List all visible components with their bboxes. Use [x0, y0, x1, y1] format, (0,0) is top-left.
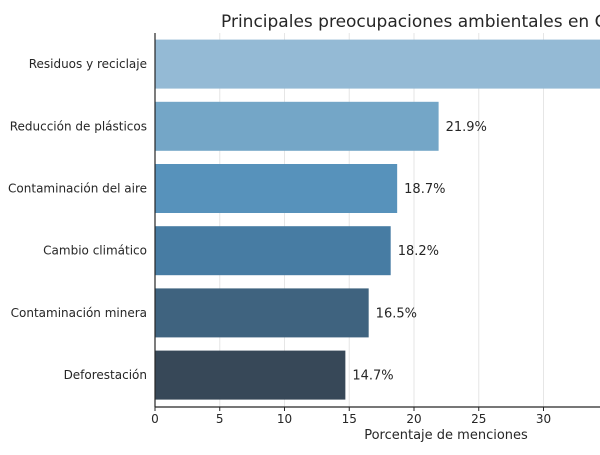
x-ticks: 0 5 10 15 20 25 30 — [151, 407, 551, 426]
bars — [155, 39, 600, 400]
category-labels: Residuos y reciclaje Reducción de plástic… — [8, 57, 147, 382]
x-tick-label: 0 — [151, 412, 159, 426]
value-labels: 21.9% 18.7% 18.2% 16.5% 14.7% — [352, 120, 487, 384]
value-label: 18.2% — [398, 244, 439, 259]
x-tick-label: 5 — [216, 412, 224, 426]
category-label: Deforestación — [64, 368, 147, 382]
value-label: 18.7% — [404, 182, 445, 197]
x-tick-label: 15 — [342, 412, 357, 426]
category-label: Residuos y reciclaje — [29, 57, 147, 71]
x-tick-label: 10 — [277, 412, 292, 426]
x-axis-title: Porcentaje de menciones — [364, 428, 528, 443]
category-label: Reducción de plásticos — [10, 119, 147, 133]
bar — [155, 288, 369, 338]
x-tick-label: 20 — [406, 412, 421, 426]
category-label: Contaminación minera — [11, 306, 147, 320]
category-label: Contaminación del aire — [8, 182, 147, 196]
bar — [155, 101, 439, 151]
chart-title: Principales preocupaciones ambientales e… — [221, 12, 600, 32]
x-tick-label: 25 — [471, 412, 486, 426]
bar — [155, 350, 346, 400]
bar — [155, 39, 600, 89]
grid-lines — [219, 33, 544, 407]
bar — [155, 164, 398, 213]
category-label: Cambio climático — [43, 244, 147, 258]
value-label: 21.9% — [446, 120, 487, 135]
value-label: 16.5% — [376, 306, 417, 321]
bar — [155, 226, 391, 276]
x-tick-label: 30 — [536, 412, 551, 426]
value-label: 14.7% — [352, 369, 393, 384]
